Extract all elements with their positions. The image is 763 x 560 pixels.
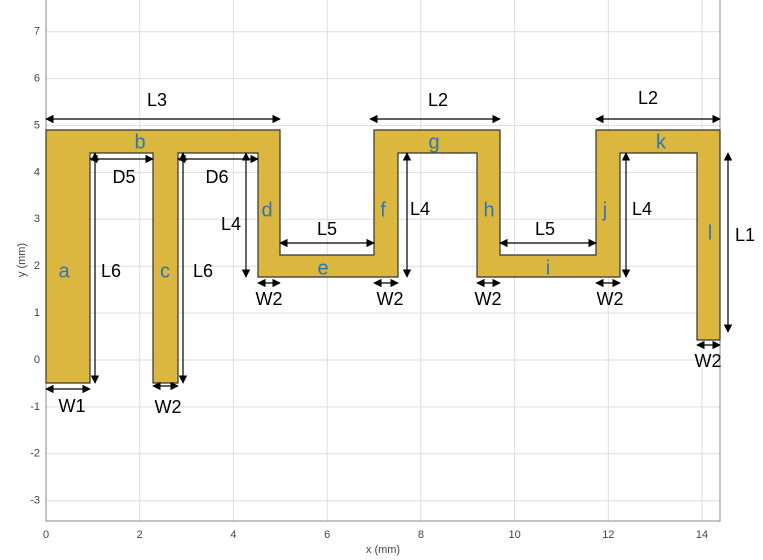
y-axis-label: y (mm)	[16, 243, 28, 277]
x-axis-label: x (mm)	[366, 544, 400, 556]
y-tick-label: 3	[34, 213, 40, 225]
dimension-label: L4	[221, 214, 241, 234]
dimension-label: W2	[256, 289, 283, 309]
dimension-label: L6	[101, 261, 121, 281]
segment-label: a	[58, 260, 70, 282]
dimension-label: L5	[535, 219, 555, 239]
segment-label: g	[428, 131, 439, 153]
dimension-label: L5	[317, 219, 337, 239]
dimension-label: W2	[377, 289, 404, 309]
x-tick-label: 10	[508, 529, 520, 541]
x-tick-label: 4	[230, 529, 236, 541]
y-tick-label: 5	[34, 119, 40, 131]
dimension-label: W2	[695, 351, 722, 371]
dimension-label: W2	[475, 289, 502, 309]
segment-label: j	[602, 199, 607, 221]
dimension-label: L1	[735, 225, 755, 245]
dimension-label: L2	[638, 88, 658, 108]
segment-label: i	[546, 257, 550, 279]
segment-label: b	[134, 131, 145, 153]
segment-label: h	[483, 199, 494, 221]
dimension-label: W1	[59, 396, 86, 416]
segment-labels: a b c d e f g h i j k l	[58, 131, 712, 282]
y-tick-label: 4	[34, 166, 40, 178]
y-tick-label: 2	[34, 260, 40, 272]
dimension-arrows	[45, 114, 733, 394]
y-tick-label: -2	[30, 448, 40, 460]
dimension-label: L6	[193, 261, 213, 281]
dimension-label: L2	[428, 90, 448, 110]
dimension-label: L4	[410, 199, 430, 219]
antenna-shape	[45, 129, 721, 384]
dimension-label: D6	[205, 167, 228, 187]
segment-label: d	[261, 199, 272, 221]
y-tick-label: 0	[34, 354, 40, 366]
x-tick-label: 8	[418, 529, 424, 541]
dimension-label: L4	[632, 199, 652, 219]
dimension-label: W2	[597, 289, 624, 309]
dimension-label: D5	[112, 167, 135, 187]
dimension-label: L3	[147, 90, 167, 110]
x-tick-label: 14	[696, 529, 708, 541]
y-tick-label: 7	[34, 26, 40, 38]
segment-label: k	[656, 131, 667, 153]
segment-label: l	[708, 222, 712, 244]
x-tick-label: 2	[137, 529, 143, 541]
y-tick-label: 1	[34, 307, 40, 319]
x-tick-label: 12	[602, 529, 614, 541]
y-tick-label: -1	[30, 401, 40, 413]
dimension-labels: L3 L2 L2 D5 D6 L4 L5 L4 L5 L4 L1 L6 L6 W…	[59, 88, 756, 417]
segment-label: f	[380, 199, 386, 221]
x-tick-label: 0	[43, 529, 49, 541]
segment-label: e	[317, 257, 328, 279]
y-tick-label: 6	[34, 73, 40, 85]
segment-label: c	[160, 260, 170, 282]
dimension-label: W2	[155, 397, 182, 417]
y-tick-label: -3	[30, 495, 40, 507]
x-tick-label: 6	[324, 529, 330, 541]
